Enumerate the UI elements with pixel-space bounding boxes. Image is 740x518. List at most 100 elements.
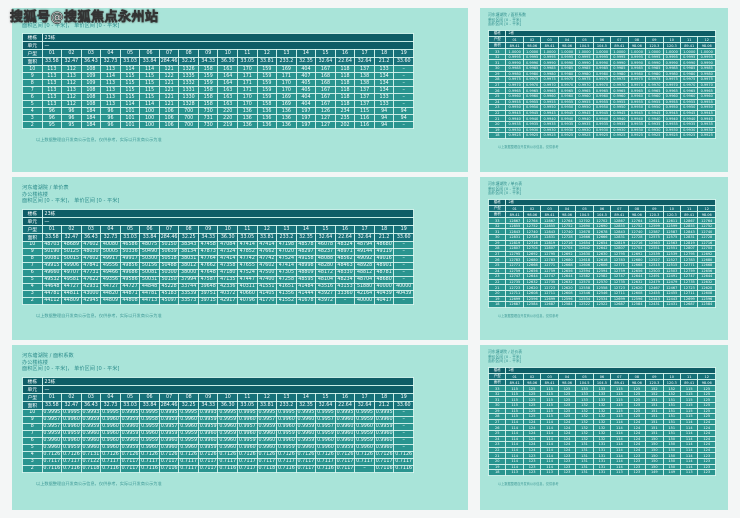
table-cell: 12747 (679, 273, 699, 280)
price-table: 楼栋 2栋 户型 01 02 03 04 05 06 07 08 09 10 11 12 面积 89.41 98.… (487, 199, 716, 308)
table-row: 8 113 112 109 113 115 115 121 1332 159 164 171 159 17… (22, 79, 414, 87)
table-cell: 18 (373, 49, 395, 58)
table-cell: 03 (80, 49, 102, 58)
table-cell: 0.9925 (679, 132, 699, 139)
table-cell: 123 (697, 463, 716, 471)
table-cell: 12620 (697, 284, 716, 291)
table-cell: 49906 (61, 261, 82, 270)
table-row: 22 12735 12632 12735 12632 12570 12570 12735 126… (487, 278, 716, 286)
table-cell: 12534 (592, 295, 612, 303)
table-cell: 0.9975 (627, 76, 647, 83)
table-cell: 104.5 (575, 379, 594, 387)
table-cell: 125 (522, 413, 542, 420)
table-cell: 36.43 (80, 400, 102, 410)
table-cell: 43516 (315, 282, 336, 291)
table-cell: 48234 (334, 275, 356, 284)
table-cell: 48280 (315, 261, 336, 270)
table-cell: 0.9960 (139, 429, 160, 438)
table-cell: 115 (119, 86, 141, 94)
table-cell: 0.9960 (41, 443, 63, 452)
table-cell: 0.9957 (41, 422, 63, 431)
table-cell: 14 (295, 392, 317, 402)
table-cell: 0.9935 (662, 120, 681, 128)
table-cell: 115 (505, 407, 524, 415)
panel: 河东塘湖院 / 面积系数 办公楼栋楼 面积区间 [0 - 平米]， 单价区间 [0 … (12, 345, 468, 510)
table-cell: 220 (217, 114, 239, 122)
table-cell: 123 (522, 452, 542, 459)
table-cell: 133 (373, 93, 395, 101)
table-cell: 0.9980 (592, 70, 612, 78)
table-cell: 12618 (592, 256, 612, 263)
table-cell: 0.9960 (100, 429, 121, 438)
table-cell: 700 (178, 107, 199, 115)
table-cell: 0.9995 (373, 408, 395, 417)
table-row: 23 0.9950 0.9950 0.9950 0.9950 0.9950 0.9950 0.… (487, 104, 716, 111)
table-cell: 48297 (295, 247, 317, 256)
table-cell: 133 (592, 396, 612, 403)
table-cell: 0.9940 (540, 115, 559, 122)
table-cell: 133 (592, 385, 612, 392)
table-cell: 0.9960 (354, 422, 375, 431)
table-cell: 面积 (22, 232, 43, 242)
table-cell: 50015 (61, 254, 82, 263)
table-cell: 0.9959 (139, 436, 160, 445)
table-cell: 0.9985 (679, 65, 699, 72)
table-cell: 125 (627, 396, 647, 403)
table-cell: 136 (237, 107, 258, 115)
table-cell: 47414 (237, 240, 258, 249)
table-cell: 0.9959 (80, 422, 102, 431)
panel-heading: 面积区间 [0 - 平米] (488, 190, 522, 196)
table-cell: 163 (217, 100, 239, 108)
table-cell: 98.06 (697, 211, 716, 219)
table-cell: 50300 (158, 268, 180, 277)
table-cell: 114 (505, 435, 524, 443)
table-cell: 0.7116 (41, 464, 63, 473)
table-cell: 楼栋 (22, 376, 43, 386)
table-cell: 0.9995 (41, 408, 63, 417)
table-cell: 163 (217, 65, 239, 73)
table-cell: 47084 (217, 240, 239, 249)
table-cell: 4 (22, 450, 43, 459)
table-cell: 12584 (697, 301, 716, 308)
table-cell: 22.64 (334, 57, 356, 66)
table-row: 5 113 112 108 113 114 114 121 1328 158 163 170 158 16… (22, 100, 414, 108)
table-cell: 0.9945 (645, 109, 664, 117)
table-cell: 0.7117 (334, 464, 356, 473)
table-cell: 17 (354, 392, 375, 402)
panel-heading: 单价区间 [0 - 平米] (488, 185, 522, 191)
table-cell: 12606 (575, 261, 594, 269)
table-cell: 0.9960 (256, 443, 278, 452)
panel-heading: 河东塘湖院 / 单价表 (488, 181, 523, 186)
table-cell: 114 (679, 435, 699, 443)
table-cell: 0.7117 (178, 457, 199, 466)
table-cell: 09 (197, 49, 219, 58)
table-cell: 41552 (276, 296, 297, 305)
table-row: 2 44112 44809 42945 44809 44808 44713 45097 3357… (22, 296, 414, 305)
table-cell: 12632 (557, 278, 577, 286)
table-cell: 33573 (178, 296, 199, 305)
table-cell: 115 (679, 413, 699, 420)
table-cell: 0.9975 (540, 76, 559, 83)
watermark: 搜狐号@搜狐焦点永州站 (10, 10, 159, 26)
table-cell: 50336 (119, 247, 141, 256)
table-cell: 131 (575, 446, 594, 454)
table-cell: 49856 (119, 261, 141, 270)
table-cell: 89.41 (505, 379, 524, 387)
table-row: 29 115 125 115 125 132 132 115 125 151 151 115 125 (487, 407, 716, 415)
table-cell: 0.9960 (697, 92, 716, 100)
table-row: 单元一 (22, 384, 415, 394)
table-cell: 15 (315, 392, 336, 402)
table-cell: 151 (645, 413, 664, 420)
table-cell: 89.41 (679, 379, 699, 387)
table-cell: 131 (592, 446, 612, 454)
table-cell: 05 (119, 392, 141, 402)
table-cell: 0.9960 (505, 92, 524, 100)
table-cell: 0.7117 (197, 464, 219, 473)
panel: 河东塘湖院 / 面积系数 单价区间 [0 - 平米] 面积区间 [0 - 平米] 楼栋… (480, 8, 728, 172)
table-cell: 151 (645, 418, 664, 426)
table-row: 面积 33.58 32.47 36.43 32.73 33.03 33.84 284.46 32… (22, 400, 414, 410)
table-cell: 11 (237, 392, 258, 402)
table-cell: 12455 (662, 289, 681, 297)
table-cell: 114 (540, 446, 559, 454)
table-cell: 159 (256, 93, 278, 101)
